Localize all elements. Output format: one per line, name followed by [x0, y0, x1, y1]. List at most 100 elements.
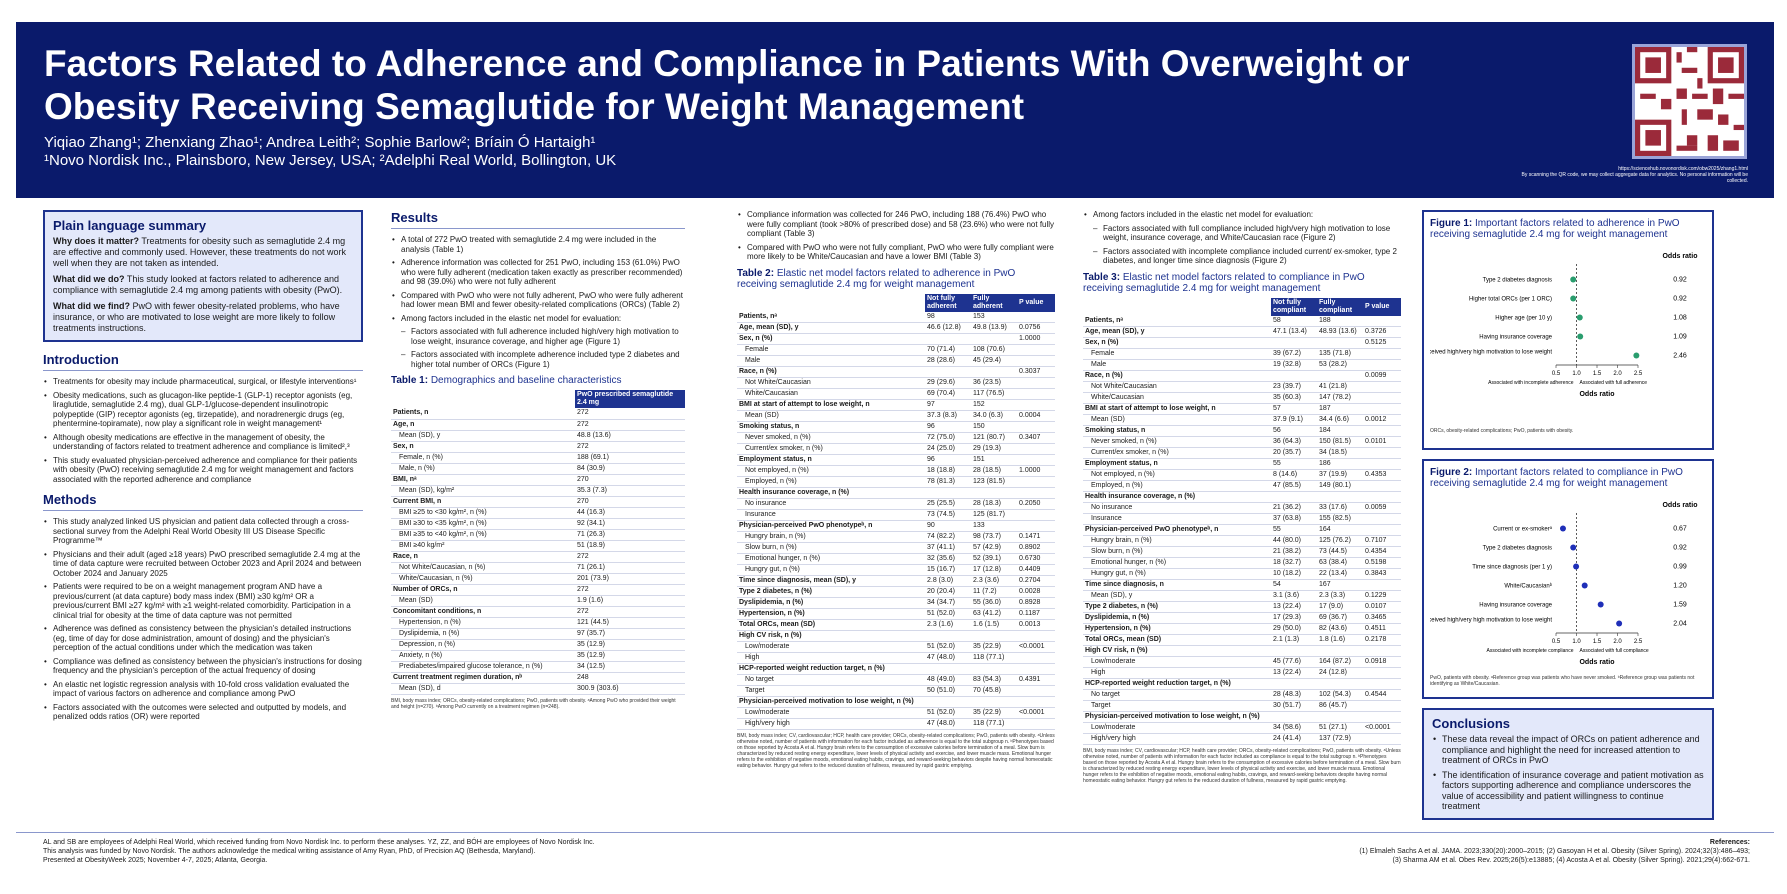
table-cell: 0.2704	[1017, 575, 1055, 587]
table-cell	[1017, 652, 1055, 664]
table-cell	[1271, 678, 1317, 690]
table-cell: Slow burn, n (%)	[737, 542, 925, 554]
table-cell: Age, mean (SD), y	[1083, 326, 1271, 338]
table-cell: 118 (77.1)	[971, 652, 1017, 664]
table-cell	[1017, 443, 1055, 455]
table-cell: Male	[1083, 359, 1271, 371]
category-label: Type 2 diabetes diagnosis	[1483, 278, 1552, 284]
header-banner	[16, 22, 1774, 198]
table-cell: Sex, n (%)	[1083, 337, 1271, 349]
table-cell	[925, 630, 971, 642]
table-cell: 2.8 (3.0)	[925, 575, 971, 587]
table-cell: 17 (29.3)	[1271, 612, 1317, 624]
table-row: Not employed, n (%) 8 (14.6) 37 (19.9) 0.43…	[1083, 469, 1401, 481]
conclusions-title: Conclusions	[1432, 716, 1511, 731]
results-subitem: Factors associated with full compliance …	[1083, 224, 1401, 243]
table-cell	[1363, 458, 1401, 470]
table-cell: 0.4511	[1363, 623, 1401, 635]
table-cell	[1271, 645, 1317, 657]
data-point	[1597, 601, 1604, 608]
table-cell: 1.9 (1.6)	[575, 595, 685, 607]
table-cell	[1017, 630, 1055, 642]
table-cell: 36 (23.5)	[971, 377, 1017, 389]
table-row: Emotional hunger, n (%) 32 (35.6) 52 (39.1…	[737, 553, 1055, 565]
table-row: Female 39 (67.2) 135 (71.8)	[1083, 348, 1401, 360]
table-cell: High	[737, 652, 925, 664]
table-row: Female 70 (71.4) 108 (70.6)	[737, 344, 1055, 356]
table-cell	[1317, 678, 1363, 690]
table-cell: 24 (41.4)	[1271, 733, 1317, 745]
table-cell: 55 (36.0)	[971, 597, 1017, 609]
table-cell: 155 (82.5)	[1317, 513, 1363, 525]
table-cell: 11 (7.2)	[971, 586, 1017, 598]
table-cell	[1363, 381, 1401, 393]
table-cell: 53 (28.2)	[1317, 359, 1363, 371]
table-cell: No target	[737, 674, 925, 686]
table-cell: Mean (SD), kg/m²	[391, 485, 575, 497]
table-cell: 34 (12.5)	[575, 661, 685, 673]
table-cell: 71 (26.3)	[575, 529, 685, 541]
table-row: Smoking status, n 96 150	[737, 421, 1055, 433]
table-cell: Low/moderate	[737, 707, 925, 719]
table-cell: 51 (52.0)	[925, 641, 971, 653]
intro-item: Although obesity medications are effecti…	[43, 433, 363, 452]
table-cell	[1317, 491, 1363, 503]
table-cell: 71 (26.1)	[575, 562, 685, 574]
table-cell: 167	[1317, 579, 1363, 591]
conclusions-item: These data reveal the impact of ORCs on …	[1432, 734, 1704, 766]
odds-ratio-header: Odds ratio	[1662, 502, 1697, 509]
table-cell: 10 (18.2)	[1271, 568, 1317, 580]
table-row: HCP-reported weight reduction target, n …	[1083, 678, 1401, 690]
table-row: High/very high 47 (48.0) 118 (77.1)	[737, 718, 1055, 730]
table-2: Not fully adherent Fully adherent P valu…	[737, 293, 1055, 730]
table-cell: Hypertension, n (%)	[391, 617, 575, 629]
qr-code-icon[interactable]	[1632, 44, 1747, 159]
category-label: Physician-perceived high/very high motiv…	[1430, 618, 1552, 624]
methods-title: Methods	[43, 492, 363, 511]
table-cell: 25 (25.5)	[925, 498, 971, 510]
table-row: Not employed, n (%) 18 (18.8) 28 (18.5) 1.0…	[737, 465, 1055, 477]
table-cell: Current treatment regimen duration, nᵇ	[391, 672, 575, 684]
table-cell: <0.0001	[1017, 707, 1055, 719]
x-tick-label: 2.5	[1634, 639, 1643, 645]
odds-ratio-value: 1.09	[1673, 334, 1687, 341]
x-tick-label: 1.5	[1593, 371, 1602, 377]
table-cell: 184	[1317, 425, 1363, 437]
table-cell: 1.8 (1.6)	[1317, 634, 1363, 646]
results-item: Compared with PwO who were not fully com…	[737, 243, 1055, 262]
table-row: No insurance 21 (36.2) 33 (17.6) 0.0059	[1083, 502, 1401, 514]
qr-url[interactable]: https://sciencehub.novonordisk.com/obw20…	[1618, 166, 1748, 172]
table-cell: 125 (81.7)	[971, 509, 1017, 521]
figure1-chart: Odds ratio 0.5 1.0 1.5 2.0 2.5 Type 2 diabetes…	[1392, 253, 1698, 398]
table-cell: Current/ex smoker, n (%)	[1083, 447, 1271, 459]
table-cell: 48.93 (13.6)	[1317, 326, 1363, 338]
table-row: Hungry gut, n (%) 10 (18.2) 22 (13.4) 0.384…	[1083, 568, 1401, 580]
authors: Yiqiao Zhang¹; Zhenxiang Zhao¹; Andrea L…	[44, 134, 596, 151]
table-cell	[1317, 370, 1363, 382]
table-cell: 37.3 (8.3)	[925, 410, 971, 422]
x-tick-label: 2.0	[1613, 639, 1622, 645]
table-cell: 32 (35.6)	[925, 553, 971, 565]
table-cell: 149 (80.1)	[1317, 480, 1363, 492]
table-cell: BMI ≥35 to <40 kg/m², n (%)	[391, 529, 575, 541]
table-cell: HCP-reported weight reduction target, n …	[1083, 678, 1271, 690]
table-cell	[1363, 425, 1401, 437]
table-cell: Insurance	[737, 509, 925, 521]
table-cell: 123 (81.5)	[971, 476, 1017, 488]
table-cell: 272	[575, 551, 685, 563]
table-cell: Female	[737, 344, 925, 356]
table-cell: 3.1 (3.6)	[1271, 590, 1317, 602]
table-cell: 82 (43.6)	[1317, 623, 1363, 635]
table-cell	[1017, 454, 1055, 466]
table-cell: 125 (76.2)	[1317, 535, 1363, 547]
methods-list: This study analyzed linked US physician …	[43, 517, 363, 722]
table-row: Low/moderate 34 (58.6) 51 (27.1) <0.0001	[1083, 722, 1401, 734]
footer-references: References: (1) Elmaleh Sachs A et al. J…	[1050, 838, 1750, 865]
table-cell: 0.5198	[1363, 557, 1401, 569]
table-cell: Never smoked, n (%)	[1083, 436, 1271, 448]
table-cell	[1017, 509, 1055, 521]
table-row: Insurance 73 (74.5) 125 (81.7)	[737, 509, 1055, 521]
table-cell: No insurance	[737, 498, 925, 510]
odds-ratio-value: 0.99	[1673, 564, 1687, 571]
footer-line: This analysis was funded by Novo Nordisk…	[43, 848, 536, 855]
